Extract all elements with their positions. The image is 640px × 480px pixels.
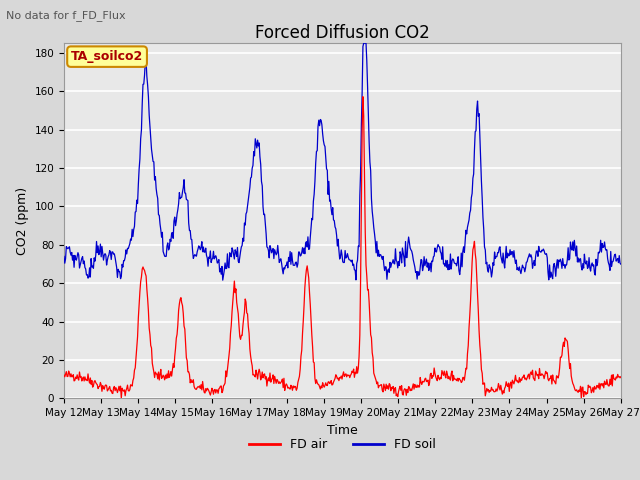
Title: Forced Diffusion CO2: Forced Diffusion CO2 bbox=[255, 24, 430, 42]
Text: No data for f_FD_Flux: No data for f_FD_Flux bbox=[6, 10, 126, 21]
Legend: FD air, FD soil: FD air, FD soil bbox=[244, 433, 441, 456]
X-axis label: Time: Time bbox=[327, 424, 358, 437]
Y-axis label: CO2 (ppm): CO2 (ppm) bbox=[16, 187, 29, 255]
Text: TA_soilco2: TA_soilco2 bbox=[71, 50, 143, 63]
